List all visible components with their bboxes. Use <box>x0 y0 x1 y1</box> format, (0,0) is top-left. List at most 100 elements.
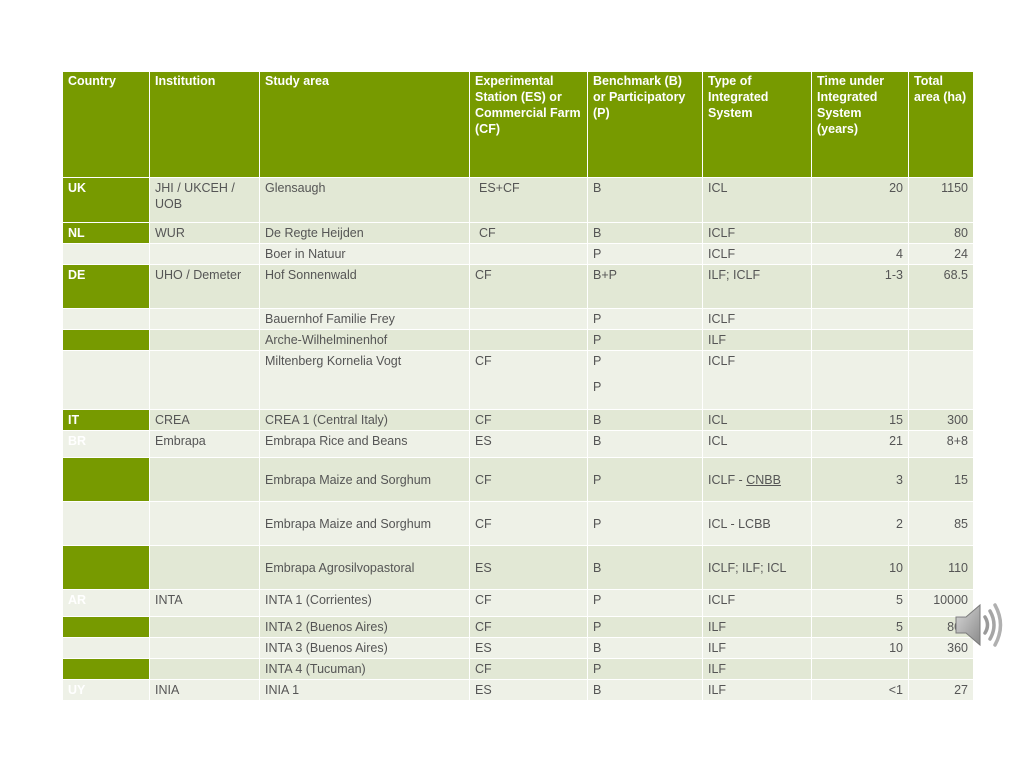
cell-area: 8+8 <box>908 430 974 458</box>
cell-institution: INIA <box>149 679 260 701</box>
type-text: ICL - LCBB <box>708 517 771 531</box>
cell-institution: JHI / UKCEH / UOB <box>149 177 260 223</box>
cell-area: 68.5 <box>908 264 974 309</box>
cell-time <box>811 329 909 351</box>
cell-type: ICLF <box>702 350 812 410</box>
cell-time: 5 <box>811 616 909 638</box>
study-area-text: Embrapa Agrosilvopastoral <box>265 561 415 575</box>
table-row: DE UHO / Demeter Hof Sonnenwald CF B+P I… <box>62 264 974 309</box>
cell-benchmark: B <box>587 222 703 244</box>
cell-type: ILF <box>702 616 812 638</box>
station-text: ES <box>475 561 492 575</box>
cell-benchmark: B+P <box>587 264 703 309</box>
cell-country <box>62 658 150 680</box>
cell-type: ICL - LCBB <box>702 501 812 546</box>
cell-station: CF <box>469 350 588 410</box>
cell-station <box>469 329 588 351</box>
cnbb-link[interactable]: CNBB <box>746 473 781 487</box>
cell-station <box>469 308 588 330</box>
cell-station: CF <box>469 501 588 546</box>
cell-institution <box>149 545 260 590</box>
benchmark-value: P <box>593 354 602 368</box>
cell-station: ES <box>469 430 588 458</box>
cell-institution <box>149 350 260 410</box>
cell-country <box>62 350 150 410</box>
header-time: Time under Integrated System (years) <box>811 71 909 178</box>
cell-country <box>62 243 150 265</box>
cell-study-area: Boer in Natuur <box>259 243 470 265</box>
header-benchmark: Benchmark (B) or Participatory (P) <box>587 71 703 178</box>
header-country: Country <box>62 71 150 178</box>
cell-area: 80 <box>908 222 974 244</box>
cell-time: 21 <box>811 430 909 458</box>
time-text: 10 <box>889 561 903 575</box>
area-text: 85 <box>954 517 968 531</box>
table-row: NL WUR De Regte Heijden CF B ICLF 80 <box>62 222 974 244</box>
cell-area: 300 <box>908 409 974 431</box>
cell-country: NL <box>62 222 150 244</box>
cell-station: CF <box>469 589 588 617</box>
cell-study-area: Miltenberg Kornelia Vogt <box>259 350 470 410</box>
benchmark-extra-value: P <box>593 380 602 394</box>
cell-study-area: CREA 1 (Central Italy) <box>259 409 470 431</box>
cell-study-area: Embrapa Rice and Beans <box>259 430 470 458</box>
cell-benchmark: B <box>587 545 703 590</box>
cell-station <box>469 243 588 265</box>
cell-country <box>62 308 150 330</box>
cell-institution: CREA <box>149 409 260 431</box>
cell-area: 360 <box>908 637 974 659</box>
type-prefix: ICLF - <box>708 473 747 487</box>
cell-study-area: INTA 3 (Buenos Aires) <box>259 637 470 659</box>
cell-country: DE <box>62 264 150 309</box>
benchmark-text: P <box>593 473 602 487</box>
cell-benchmark: P <box>587 457 703 502</box>
cell-study-area: INTA 2 (Buenos Aires) <box>259 616 470 638</box>
cell-country <box>62 457 150 502</box>
cell-area: 27 <box>908 679 974 701</box>
cell-institution <box>149 616 260 638</box>
header-institution: Institution <box>149 71 260 178</box>
cell-benchmark: P <box>587 616 703 638</box>
cell-study-area: INIA 1 <box>259 679 470 701</box>
cell-benchmark: P <box>587 308 703 330</box>
cell-institution: UHO / Demeter <box>149 264 260 309</box>
cell-country: BR <box>62 430 150 458</box>
cell-institution: WUR <box>149 222 260 244</box>
cell-area: 1150 <box>908 177 974 223</box>
cell-study-area: Embrapa Agrosilvopastoral <box>259 545 470 590</box>
time-text: 2 <box>896 517 903 531</box>
cell-type: ICL <box>702 430 812 458</box>
cell-type: ICLF <box>702 308 812 330</box>
cell-benchmark: P <box>587 589 703 617</box>
table-row: Embrapa Agrosilvopastoral ES B ICLF; ILF… <box>62 545 974 590</box>
cell-country: UK <box>62 177 150 223</box>
table-row: BR Embrapa Embrapa Rice and Beans ES B I… <box>62 430 974 458</box>
cell-institution <box>149 457 260 502</box>
cell-station: ES <box>469 545 588 590</box>
station-text: CF <box>475 517 492 531</box>
cell-type: ILF <box>702 658 812 680</box>
speaker-icon[interactable] <box>952 598 1006 652</box>
cell-type: ICL <box>702 177 812 223</box>
cell-study-area: INTA 1 (Corrientes) <box>259 589 470 617</box>
cell-type: ILF <box>702 329 812 351</box>
cell-benchmark: P <box>587 501 703 546</box>
cell-area: 24 <box>908 243 974 265</box>
cell-station: ES+CF <box>469 177 588 223</box>
cell-type: ICLF <box>702 243 812 265</box>
cell-time: <1 <box>811 679 909 701</box>
cell-study-area: Arche-Wilhelminenhof <box>259 329 470 351</box>
cell-country: UY <box>62 679 150 701</box>
cell-benchmark: B <box>587 637 703 659</box>
cell-station: CF <box>469 264 588 309</box>
table-row: Embrapa Maize and Sorghum CF P ICLF - CN… <box>62 457 974 502</box>
cell-area <box>908 350 974 410</box>
cell-benchmark: B <box>587 430 703 458</box>
cell-study-area: Bauernhof Familie Frey <box>259 308 470 330</box>
header-station: Experimental Station (ES) or Commercial … <box>469 71 588 178</box>
cell-station: CF <box>469 658 588 680</box>
cell-area <box>908 308 974 330</box>
cell-time: 4 <box>811 243 909 265</box>
cell-country: IT <box>62 409 150 431</box>
